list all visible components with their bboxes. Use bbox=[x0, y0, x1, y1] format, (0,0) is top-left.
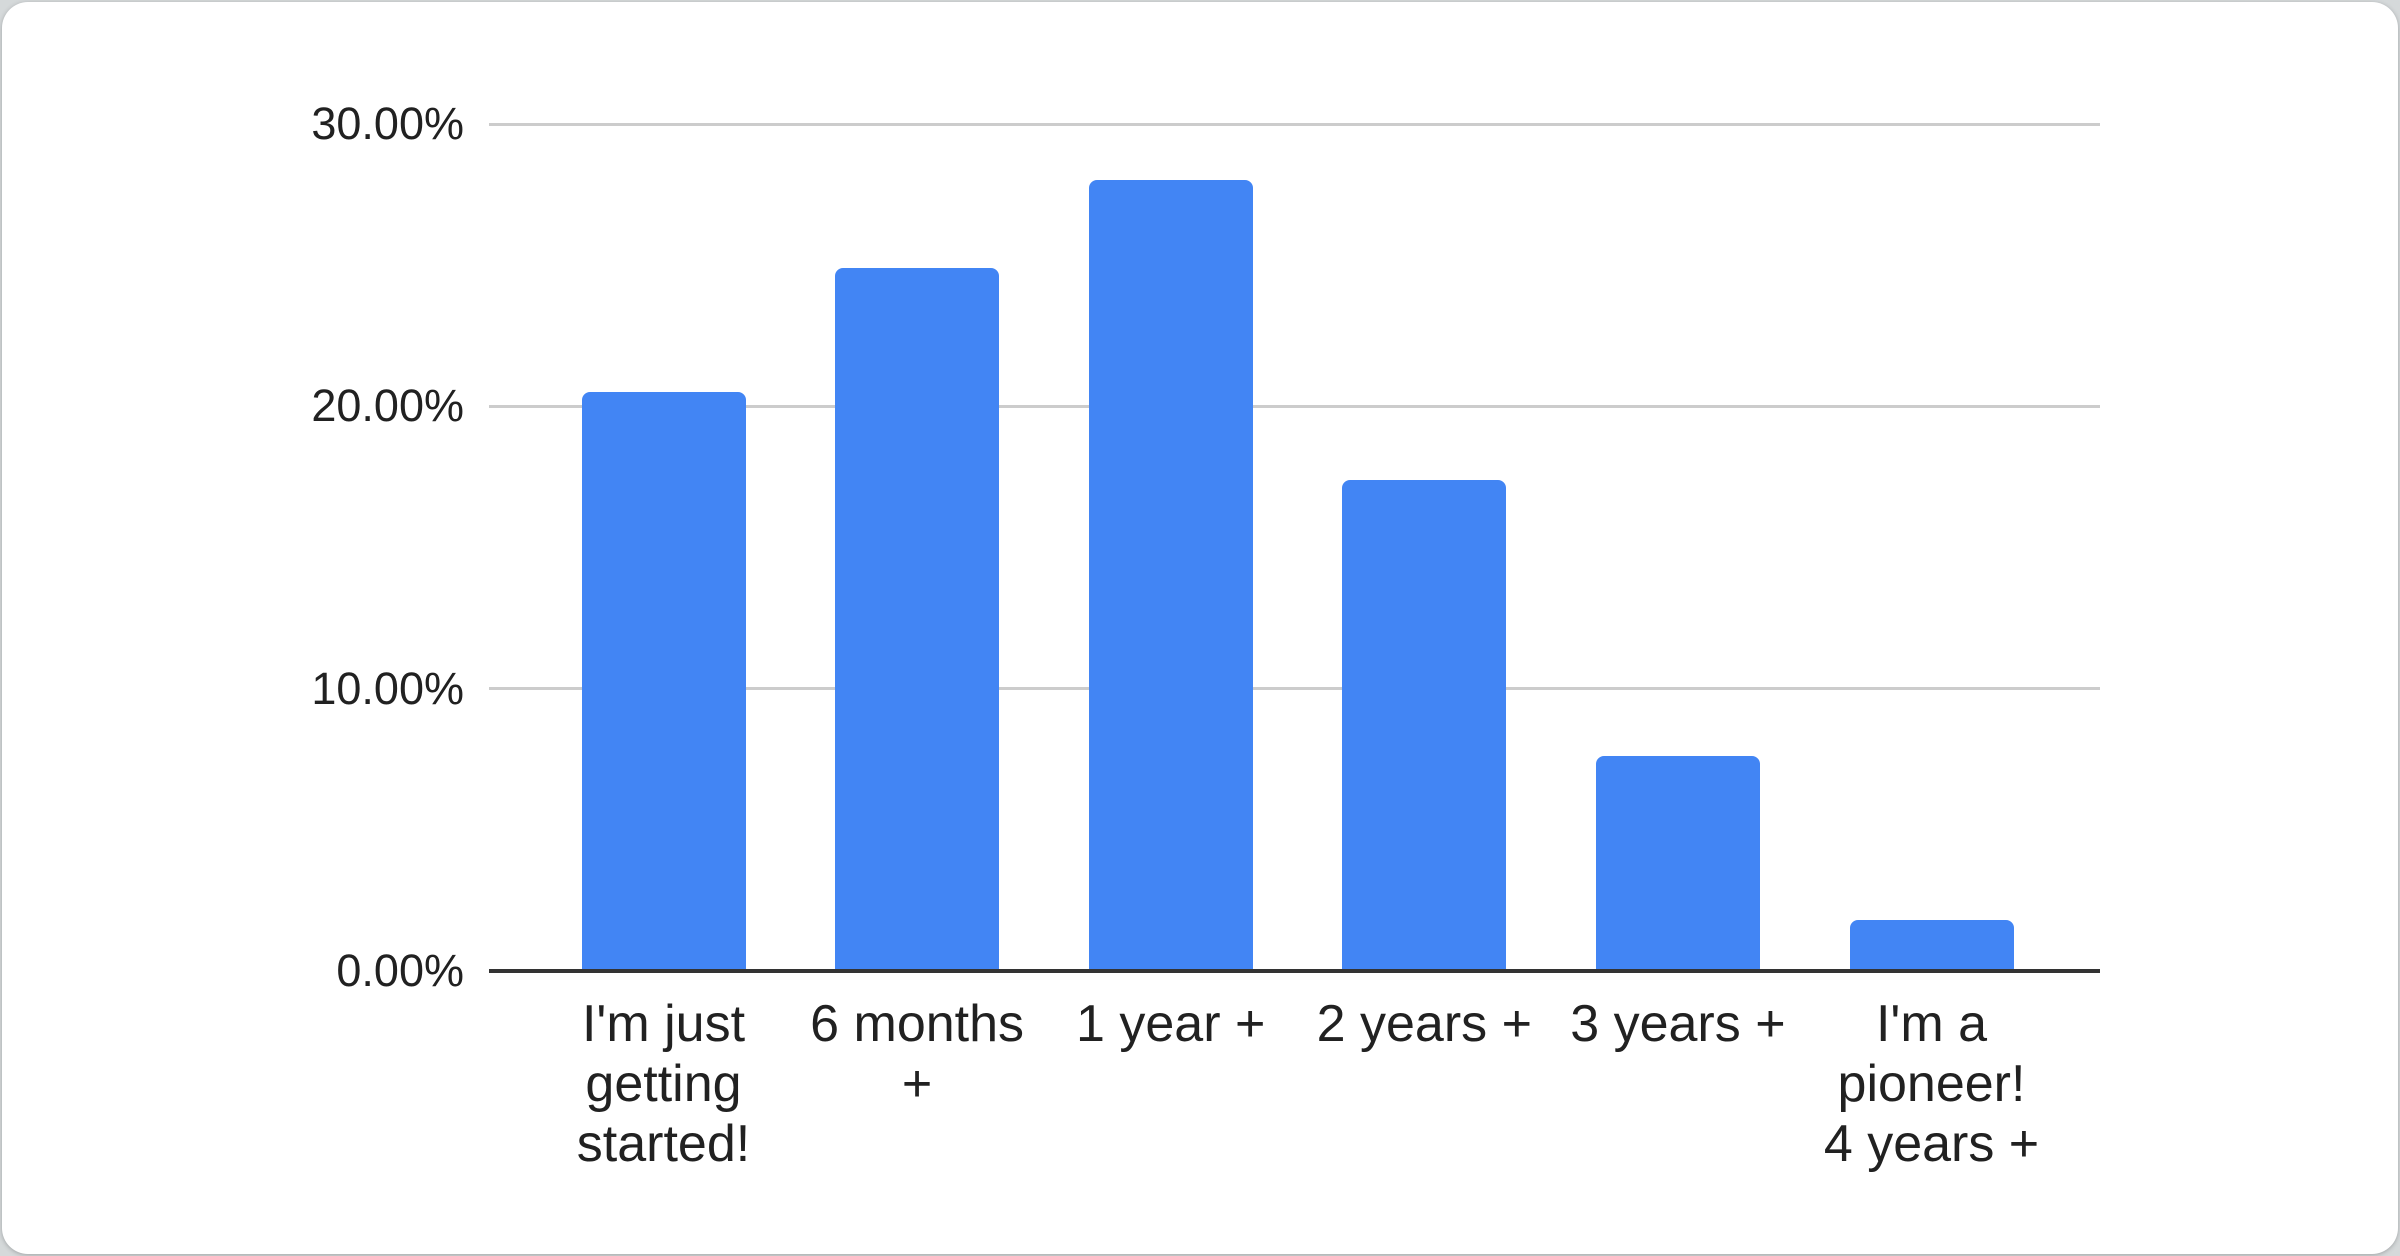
y-axis-tick-label: 20.00% bbox=[311, 380, 464, 432]
x-axis-line bbox=[489, 969, 2100, 973]
gridline bbox=[489, 687, 2100, 691]
gridline bbox=[489, 122, 2100, 126]
bar[interactable] bbox=[835, 267, 1000, 971]
x-axis-category-label: 3 years + bbox=[1570, 995, 1786, 1053]
y-axis-tick-label: 0.00% bbox=[336, 945, 464, 996]
bar[interactable] bbox=[1595, 756, 1760, 971]
x-axis-category-label: 2 years + bbox=[1316, 995, 1532, 1053]
bar[interactable] bbox=[1342, 479, 1507, 971]
bar[interactable] bbox=[1849, 920, 2014, 971]
bar[interactable] bbox=[581, 392, 746, 971]
x-axis-category-label: I'm a pioneer! 4 years + bbox=[1823, 995, 2040, 1173]
x-axis-category-label: 1 year + bbox=[1076, 995, 1266, 1053]
x-axis-category-label: 6 months + bbox=[810, 995, 1025, 1113]
x-axis-category-label: I'm just getting started! bbox=[576, 995, 751, 1173]
y-axis-tick-label: 30.00% bbox=[311, 98, 464, 149]
gridline bbox=[489, 404, 2100, 408]
y-axis-tick-label: 10.00% bbox=[311, 662, 464, 714]
bar[interactable] bbox=[1088, 180, 1253, 971]
